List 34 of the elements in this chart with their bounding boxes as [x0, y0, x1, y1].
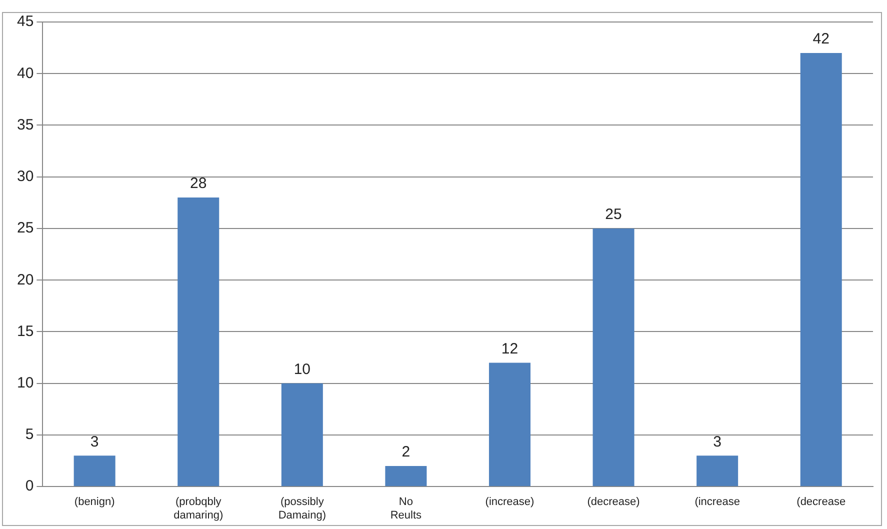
bar — [281, 383, 323, 486]
y-tick-label: 25 — [16, 220, 34, 237]
data-label: 42 — [812, 30, 830, 48]
x-tick-label: (benign) — [74, 496, 115, 508]
x-tick-label: (decrease — [796, 496, 846, 508]
y-tick-label: 35 — [16, 116, 34, 134]
y-tick-label: 10 — [16, 374, 34, 392]
x-tick-label: (increase) — [485, 496, 534, 508]
bar — [74, 456, 116, 486]
data-label: 3 — [90, 433, 99, 450]
data-label: 3 — [713, 433, 722, 450]
data-label: 28 — [190, 175, 207, 192]
y-tick-label: 45 — [16, 13, 34, 30]
x-tick-label: (probqbly damaring) — [174, 496, 224, 522]
x-tick-label: (decrease) — [587, 496, 640, 508]
x-tick-label: No Reults — [390, 496, 422, 522]
bar — [800, 52, 842, 486]
y-tick-label: 15 — [16, 322, 34, 340]
y-tick-label: 0 — [25, 478, 34, 495]
bar — [385, 466, 427, 486]
bar — [592, 228, 634, 486]
bar — [488, 362, 530, 486]
data-label: 2 — [402, 444, 410, 461]
y-tick-label: 40 — [16, 64, 34, 82]
bar — [178, 198, 220, 486]
bar — [696, 456, 738, 486]
data-label: 25 — [605, 206, 622, 224]
data-label: 12 — [501, 340, 518, 358]
data-label: 10 — [294, 360, 310, 378]
y-tick-label: 5 — [25, 426, 34, 444]
x-tick-label: (possibly Damaing) — [278, 496, 326, 522]
x-tick-label: (increase — [694, 496, 740, 508]
y-tick-label: 20 — [16, 271, 34, 288]
y-tick-label: 30 — [16, 168, 34, 186]
